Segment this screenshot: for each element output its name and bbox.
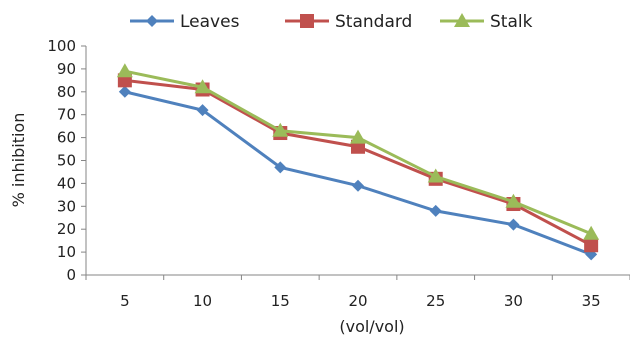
y-tick-label: 70 bbox=[57, 106, 76, 124]
data-point-stalk bbox=[427, 168, 444, 183]
x-tick-label: 35 bbox=[582, 292, 601, 310]
y-tick-label: 50 bbox=[57, 152, 76, 170]
x-tick-label: 10 bbox=[193, 292, 212, 310]
series-leaves bbox=[118, 85, 598, 261]
plot-area bbox=[116, 63, 600, 261]
y-axis-title: % inhibition bbox=[9, 113, 28, 208]
y-tick-label: 80 bbox=[57, 83, 76, 101]
data-point-stalk bbox=[350, 129, 366, 144]
data-point-stalk bbox=[194, 79, 211, 94]
y-tick-label: 90 bbox=[57, 60, 76, 78]
data-point-stalk bbox=[583, 225, 600, 240]
y-tick-label: 30 bbox=[57, 197, 76, 215]
data-point-stalk bbox=[116, 63, 133, 78]
data-point-standard bbox=[584, 238, 599, 253]
x-tick-label: 25 bbox=[426, 292, 445, 310]
x-tick-label: 15 bbox=[271, 292, 290, 310]
legend-marker bbox=[454, 13, 470, 27]
data-point-leaves bbox=[507, 218, 520, 231]
data-point-leaves bbox=[429, 204, 442, 217]
x-tick-label: 5 bbox=[120, 292, 130, 310]
data-point-stalk bbox=[272, 122, 289, 137]
series-stalk bbox=[116, 63, 600, 240]
data-point-leaves bbox=[352, 179, 364, 192]
y-tick-label: 10 bbox=[57, 243, 76, 261]
y-tick-label: 100 bbox=[47, 37, 76, 55]
legend: Leaves Standard Stalk bbox=[130, 12, 533, 32]
data-point-leaves bbox=[196, 104, 209, 117]
y-axis: 0 10 20 30 40 50 60 70 80 90 100 bbox=[47, 37, 87, 284]
x-tick-label: 30 bbox=[504, 292, 523, 310]
x-axis-title: (vol/vol) bbox=[339, 317, 404, 336]
series-line-leaves bbox=[124, 90, 592, 256]
legend-label: Leaves bbox=[180, 12, 240, 32]
legend-item-standard: Standard bbox=[285, 12, 412, 32]
x-axis: 5 10 15 20 25 30 35 bbox=[85, 274, 630, 310]
data-point-stalk bbox=[505, 193, 522, 208]
legend-item-leaves: Leaves bbox=[130, 12, 240, 32]
y-tick-label: 20 bbox=[57, 220, 76, 238]
y-tick-label: 40 bbox=[57, 174, 76, 192]
data-point-leaves bbox=[118, 85, 131, 98]
x-tick-label: 20 bbox=[348, 292, 367, 310]
legend-item-stalk: Stalk bbox=[440, 12, 533, 32]
legend-label: Stalk bbox=[490, 12, 533, 32]
data-point-leaves bbox=[274, 161, 287, 174]
legend-marker bbox=[300, 14, 314, 28]
legend-marker bbox=[146, 15, 158, 27]
legend-label: Standard bbox=[335, 12, 412, 32]
series-line-standard bbox=[124, 78, 592, 247]
series-standard bbox=[117, 73, 599, 253]
y-tick-label: 60 bbox=[57, 129, 76, 147]
y-tick-label: 0 bbox=[66, 266, 76, 284]
